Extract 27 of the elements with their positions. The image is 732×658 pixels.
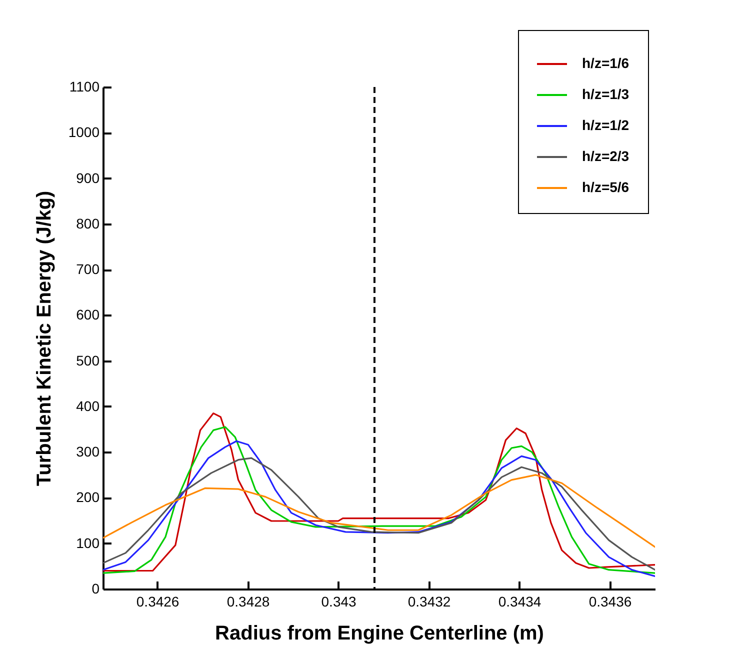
y-tick-label: 900: [76, 170, 100, 186]
legend-label: h/z=5/6: [582, 179, 630, 195]
x-tick-label: 0.3434: [498, 594, 542, 610]
y-axis-title: Turbulent Kinetic Energy (J/kg): [33, 190, 56, 486]
x-tick-label: 0.3436: [588, 594, 632, 610]
legend-label: h/z=1/6: [582, 55, 630, 71]
x-tick-label: 0.3432: [408, 594, 451, 610]
y-tick-label: 800: [76, 215, 100, 232]
line-series: [103, 474, 655, 548]
x-tick-label: 0.343: [321, 594, 357, 610]
legend-label: h/z=2/3: [582, 148, 630, 164]
y-tick-label: 100: [76, 534, 100, 551]
y-tick-label: 300: [76, 444, 100, 460]
y-tick-label: 700: [76, 261, 100, 278]
y-tick-label: 500: [76, 352, 100, 368]
x-tick-label: 0.3428: [226, 594, 270, 610]
x-axis-title: Radius from Engine Centerline (m): [215, 622, 544, 644]
y-tick-label: 600: [76, 306, 100, 323]
y-tick-label: 400: [76, 398, 100, 414]
x-tick-label: 0.3426: [136, 594, 180, 610]
y-tick-label: 1000: [68, 124, 100, 140]
legend-label: h/z=1/2: [582, 117, 630, 133]
y-tick-label: 1100: [69, 78, 100, 94]
y-tick-label: 200: [76, 489, 100, 506]
line-series: [103, 457, 655, 571]
y-tick-label: 0: [92, 580, 100, 596]
legend-label: h/z=1/3: [582, 86, 630, 102]
